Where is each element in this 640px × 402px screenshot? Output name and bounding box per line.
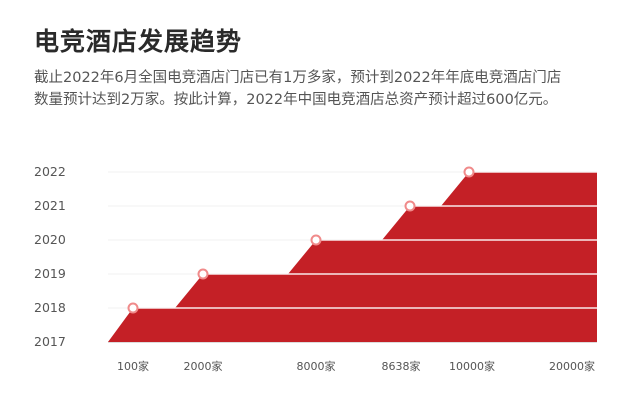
description: 截止2022年6月全国电竞酒店门店已有1万多家，预计到2022年年底电竞酒店门店… (34, 67, 606, 111)
y-tick-label-2017: 2017 (34, 334, 66, 349)
x-tick-label: 8638家 (382, 359, 421, 373)
area-fill (108, 172, 597, 342)
y-tick-label-2022: 2022 (34, 164, 66, 179)
y-tick-label-2018: 2018 (34, 300, 66, 315)
y-tick-label-2020: 2020 (34, 232, 66, 247)
x-tick-label: 8000家 (297, 359, 336, 373)
description-line-1: 截止2022年6月全国电竞酒店门店已有1万多家，预计到2022年年底电竞酒店门店 (34, 70, 562, 86)
y-tick-label-2019: 2019 (34, 266, 66, 281)
y-axis-labels: 2017 2018 2019 2020 2021 2022 (34, 164, 66, 349)
data-point-2021 (404, 200, 416, 212)
description-line-2: 数量预计达到2万家。按此计算，2022年中国电竞酒店总资产预计超过600亿元。 (34, 92, 558, 108)
y-tick-label-2021: 2021 (34, 198, 66, 213)
data-point-2019 (197, 268, 209, 280)
x-tick-label: 2000家 (184, 359, 223, 373)
x-tick-label: 10000家 (449, 359, 495, 373)
data-point-2018 (127, 302, 139, 314)
page-title: 电竞酒店发展趋势 (34, 27, 243, 56)
x-tick-label: 20000家 (549, 359, 595, 373)
data-point-2020 (310, 234, 322, 246)
data-markers (127, 166, 475, 314)
area-series (108, 171, 597, 342)
data-point-2022 (463, 166, 475, 178)
x-axis-labels: 100家 2000家 8000家 8638家 10000家 20000家 (117, 359, 595, 373)
x-tick-label: 100家 (117, 359, 149, 373)
